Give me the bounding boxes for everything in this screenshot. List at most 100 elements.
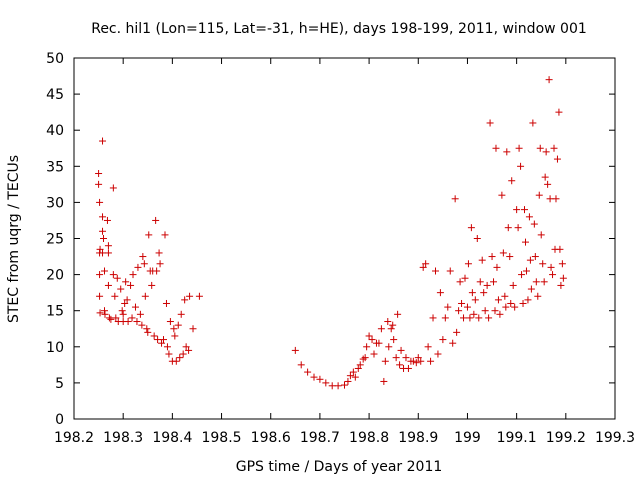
data-point: [545, 76, 553, 84]
data-point: [557, 281, 565, 289]
data-point: [103, 216, 111, 224]
data-point: [304, 368, 312, 376]
data-point: [511, 303, 519, 311]
data-point: [546, 195, 554, 203]
data-point: [404, 364, 412, 372]
data-point: [150, 332, 158, 340]
data-point: [109, 184, 117, 192]
data-point: [439, 336, 447, 344]
x-tick-label: 198.2: [54, 430, 94, 446]
y-tick-label: 15: [46, 304, 64, 320]
data-point: [390, 336, 398, 344]
data-point: [100, 235, 108, 242]
data-point: [467, 224, 475, 232]
data-point: [441, 314, 449, 322]
data-point: [195, 292, 203, 300]
data-point: [424, 343, 432, 351]
data-point: [530, 220, 538, 228]
data-point: [136, 310, 144, 318]
data-point: [526, 256, 534, 264]
data-point: [476, 278, 484, 286]
data-point: [96, 271, 104, 279]
data-point: [485, 314, 493, 322]
data-point: [297, 361, 305, 369]
data-point: [514, 224, 522, 232]
data-point: [127, 281, 135, 289]
data-point: [427, 357, 435, 365]
data-point: [365, 332, 373, 340]
data-point: [414, 354, 422, 362]
data-point: [460, 314, 468, 322]
data-point: [104, 249, 112, 257]
data-point: [189, 325, 197, 333]
x-tick-label: 198.5: [201, 430, 241, 446]
data-point: [162, 299, 170, 307]
x-tick-label: 198.7: [300, 430, 340, 446]
data-point: [507, 299, 515, 307]
data-point: [436, 289, 444, 297]
data-point: [453, 328, 461, 336]
data-point: [334, 382, 342, 390]
data-point: [368, 336, 376, 344]
data-point: [458, 299, 466, 307]
data-point: [370, 350, 378, 358]
data-point: [422, 260, 430, 268]
data-point: [509, 281, 517, 289]
x-tick-label: 198.3: [103, 430, 143, 446]
data-point: [475, 314, 483, 322]
data-point: [107, 315, 115, 323]
data-point: [95, 170, 103, 178]
data-point: [322, 379, 330, 387]
data-point: [96, 245, 104, 253]
data-point: [118, 307, 126, 315]
data-point: [431, 267, 439, 275]
data-point: [96, 292, 104, 300]
data-point: [483, 281, 491, 289]
data-point: [461, 274, 469, 282]
data-point: [463, 303, 471, 311]
data-point: [161, 231, 169, 239]
data-point: [163, 343, 171, 351]
data-point: [158, 339, 166, 347]
data-point: [356, 361, 364, 369]
data-point: [444, 303, 452, 311]
x-tick-label: 198.9: [398, 430, 438, 446]
data-point: [361, 354, 369, 362]
data-point: [412, 359, 420, 367]
data-point: [529, 119, 537, 127]
y-axis-label: STEC from uqrg / TECUs: [6, 155, 22, 323]
data-point: [377, 325, 385, 333]
data-point: [473, 235, 481, 242]
data-point: [470, 310, 478, 318]
data-point: [525, 213, 533, 221]
data-point: [449, 339, 457, 347]
y-tick-label: 35: [46, 159, 64, 175]
data-point: [145, 231, 153, 239]
data-point: [121, 299, 129, 307]
data-point: [316, 375, 324, 383]
data-point: [496, 310, 504, 318]
x-tick-label: 199: [454, 430, 481, 446]
data-points: [95, 76, 567, 390]
data-point: [186, 292, 194, 300]
data-point: [172, 357, 180, 365]
data-point: [541, 173, 549, 181]
data-point: [519, 299, 527, 307]
data-point: [113, 274, 121, 282]
data-point: [128, 314, 136, 322]
data-point: [122, 278, 130, 286]
data-point: [139, 253, 147, 261]
data-point: [419, 263, 427, 271]
data-point: [154, 336, 162, 344]
data-point: [521, 206, 529, 214]
data-point: [346, 372, 354, 380]
data-point: [291, 346, 299, 354]
data-point: [559, 274, 567, 282]
chart-title: Rec. hil1 (Lon=115, Lat=-31, h=HE), days…: [91, 21, 587, 37]
data-point: [140, 260, 148, 268]
data-point: [464, 260, 472, 268]
data-point: [488, 253, 496, 261]
data-point: [341, 381, 348, 389]
data-point: [501, 292, 509, 300]
